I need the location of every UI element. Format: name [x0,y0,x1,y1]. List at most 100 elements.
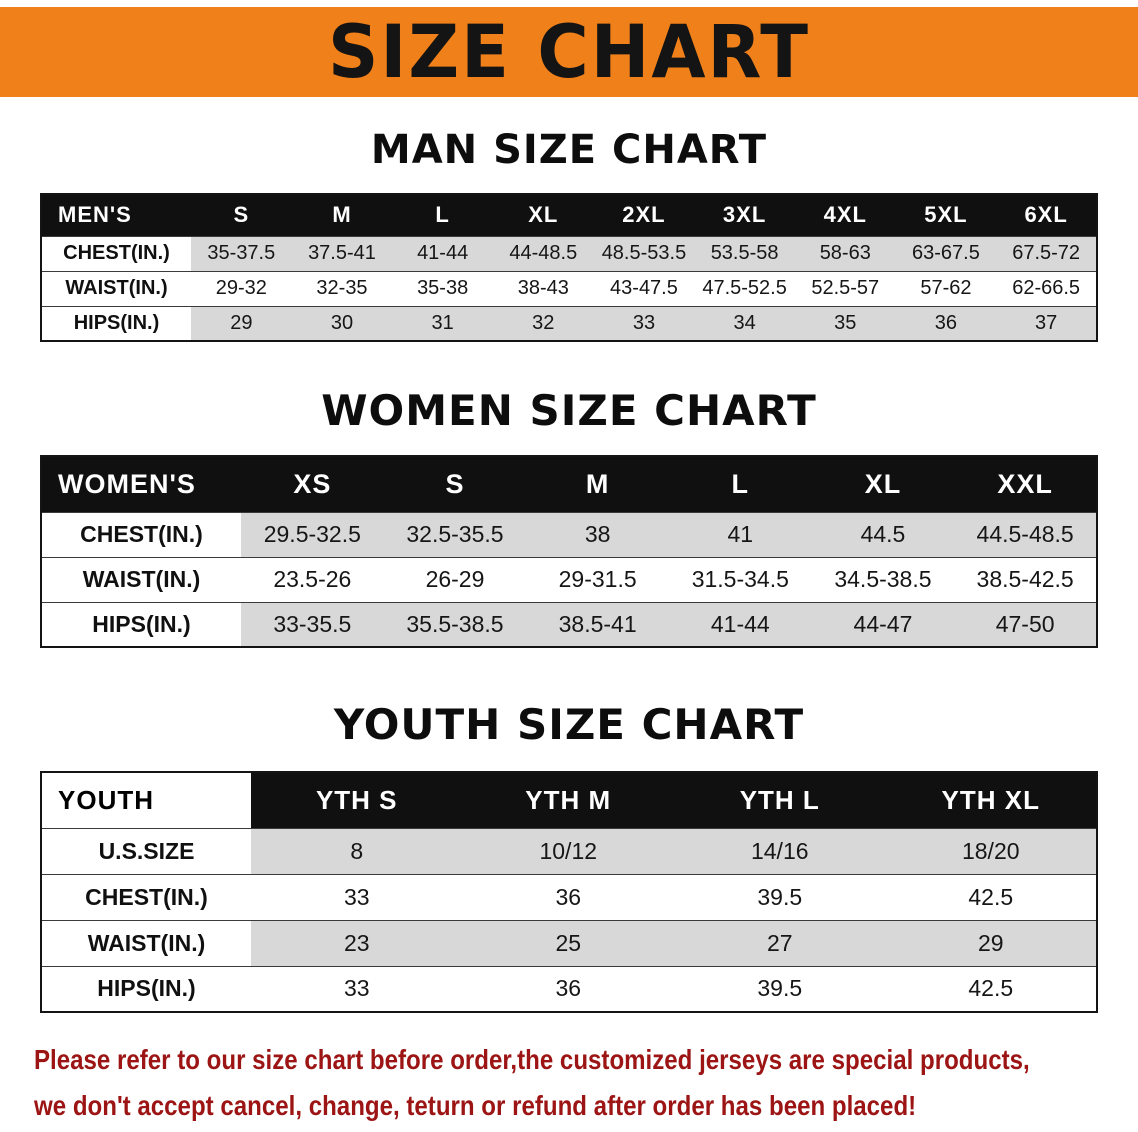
table-row: HIPS(IN.) 33-35.5 35.5-38.5 38.5-41 41-44 44-… [41,601,1097,647]
row-label: WAIST(IN.) [41,919,251,966]
footer-note: Please refer to our size chart before or… [0,1041,1138,1125]
table-row: U.S.SIZE 8 10/12 14/16 18/20 [41,827,1097,874]
table-row: CHEST(IN.) 29.5-32.5 32.5-35.5 38 41 44.5 44.5… [41,511,1097,557]
section-women: WOMEN SIZE CHART WOMEN'S XS S M L XL XXL CHEST… [0,386,1138,648]
size-value-cell: 53.5-58 [694,235,795,271]
row-label: HIPS(IN.) [41,965,251,1012]
column-header: 6XL [996,194,1097,236]
size-value-cell: 38.5-41 [526,601,669,647]
youth-size-table: YOUTH YTH S YTH M YTH L YTH XL U.S.SIZE 8 10/1… [40,771,1098,1013]
women-size-table: WOMEN'S XS S M L XL XXL CHEST(IN.) 29.5-32.5 32.… [40,455,1098,648]
size-value-cell: 33 [593,305,695,341]
size-value-cell: 36 [462,965,674,1012]
size-value-cell: 38.5-42.5 [954,556,1097,602]
size-value-cell: 29.5-32.5 [241,511,384,557]
size-value-cell: 36 [462,873,674,920]
size-value-cell: 63-67.5 [895,235,997,271]
column-header: 3XL [694,194,795,236]
size-value-cell: 41 [668,511,812,557]
banner: SIZE CHART [0,7,1138,97]
size-value-cell: 42.5 [885,873,1097,920]
size-value-cell: 35-37.5 [191,235,292,271]
size-value-cell: 37.5-41 [291,235,393,271]
banner-title: SIZE CHART [327,9,811,95]
size-value-cell: 29-31.5 [526,556,669,602]
table-row: WAIST(IN.) 23.5-26 26-29 29-31.5 31.5-34.5 34… [41,556,1097,602]
column-header: XXL [954,456,1097,512]
column-header: M [291,194,393,236]
size-value-cell: 10/12 [462,827,674,874]
size-value-cell: 34.5-38.5 [811,556,955,602]
size-value-cell: 33-35.5 [241,601,384,647]
size-value-cell: 41-44 [668,601,812,647]
footer-note-line2: we don't accept cancel, change, teturn o… [34,1089,917,1121]
row-label: WAIST(IN.) [41,556,241,602]
size-value-cell: 57-62 [895,270,997,306]
size-value-cell: 67.5-72 [996,235,1097,271]
size-value-cell: 52.5-57 [794,270,896,306]
youth-section-heading: YOUTH SIZE CHART [333,700,805,749]
row-label: CHEST(IN.) [41,511,241,557]
column-header: YTH S [251,772,463,828]
size-value-cell: 18/20 [885,827,1097,874]
column-header: YTH M [462,772,674,828]
size-value-cell: 31 [392,305,493,341]
size-value-cell: 29 [191,305,292,341]
size-value-cell: 42.5 [885,965,1097,1012]
size-value-cell: 23.5-26 [241,556,384,602]
column-header: S [191,194,292,236]
column-header: 4XL [794,194,896,236]
size-value-cell: 31.5-34.5 [668,556,812,602]
size-value-cell: 29 [885,919,1097,966]
table-row: HIPS(IN.) 33 36 39.5 42.5 [41,965,1097,1012]
column-header: S [383,456,527,512]
row-label: HIPS(IN.) [41,305,191,341]
size-value-cell: 32 [492,305,594,341]
table-row: WAIST(IN.) 23 25 27 29 [41,919,1097,966]
size-value-cell: 37 [996,305,1097,341]
men-table-header-row: MEN'S S M L XL 2XL 3XL 4XL 5XL 6XL [41,194,1097,236]
column-header: XS [241,456,384,512]
women-section-heading: WOMEN SIZE CHART [321,386,817,435]
size-value-cell: 14/16 [674,827,886,874]
size-value-cell: 44-47 [811,601,955,647]
size-value-cell: 32-35 [291,270,393,306]
row-label: HIPS(IN.) [41,601,241,647]
row-label: CHEST(IN.) [41,873,251,920]
size-value-cell: 8 [251,827,463,874]
table-row: CHEST(IN.) 35-37.5 37.5-41 41-44 44-48.5 48.5… [41,235,1097,271]
size-value-cell: 38-43 [492,270,594,306]
table-row: WAIST(IN.) 29-32 32-35 35-38 38-43 43-47.5 47.… [41,270,1097,306]
column-header: YTH XL [885,772,1097,828]
column-header: L [668,456,812,512]
size-value-cell: 58-63 [794,235,896,271]
size-value-cell: 39.5 [674,965,886,1012]
table-corner-label: WOMEN'S [41,456,241,512]
size-value-cell: 29-32 [191,270,292,306]
size-value-cell: 47-50 [954,601,1097,647]
women-table-header-row: WOMEN'S XS S M L XL XXL [41,456,1097,512]
size-value-cell: 23 [251,919,463,966]
size-value-cell: 33 [251,873,463,920]
size-value-cell: 48.5-53.5 [593,235,695,271]
footer-note-line1: Please refer to our size chart before or… [34,1044,1030,1075]
size-value-cell: 25 [462,919,674,966]
table-corner-label: MEN'S [41,194,191,236]
column-header: L [392,194,493,236]
size-value-cell: 44.5 [811,511,955,557]
table-row: HIPS(IN.) 29 30 31 32 33 34 35 36 37 [41,305,1097,341]
size-value-cell: 44.5-48.5 [954,511,1097,557]
size-value-cell: 47.5-52.5 [694,270,795,306]
men-size-table: MEN'S S M L XL 2XL 3XL 4XL 5XL 6XL CHEST(IN.) 35-3… [40,193,1098,342]
section-men: MAN SIZE CHART MEN'S S M L XL 2XL 3XL 4XL 5XL 6XL… [0,127,1138,342]
size-value-cell: 38 [526,511,669,557]
column-header: 5XL [895,194,997,236]
row-label: WAIST(IN.) [41,270,191,306]
row-label: CHEST(IN.) [41,235,191,271]
size-value-cell: 43-47.5 [593,270,695,306]
size-value-cell: 39.5 [674,873,886,920]
youth-table-header-row: YOUTH YTH S YTH M YTH L YTH XL [41,772,1097,828]
women-table-body: CHEST(IN.) 29.5-32.5 32.5-35.5 38 41 44.5 44.5… [41,511,1097,647]
size-value-cell: 35.5-38.5 [383,601,527,647]
